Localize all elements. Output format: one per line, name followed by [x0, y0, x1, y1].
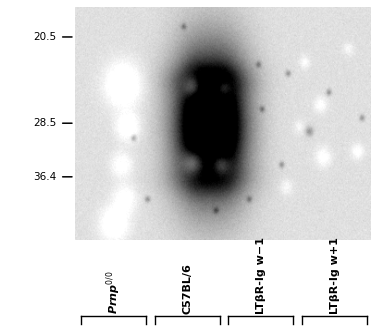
Text: Prnp$^{0/0}$: Prnp$^{0/0}$	[104, 271, 123, 314]
Text: C57BL/6: C57BL/6	[182, 263, 192, 314]
Text: 36.4: 36.4	[33, 172, 56, 182]
Text: LTβR-Ig w+1: LTβR-Ig w+1	[330, 237, 340, 314]
Text: 28.5: 28.5	[33, 118, 56, 128]
Text: 20.5: 20.5	[33, 32, 56, 42]
Text: LTβR-Ig w−1: LTβR-Ig w−1	[256, 237, 266, 314]
